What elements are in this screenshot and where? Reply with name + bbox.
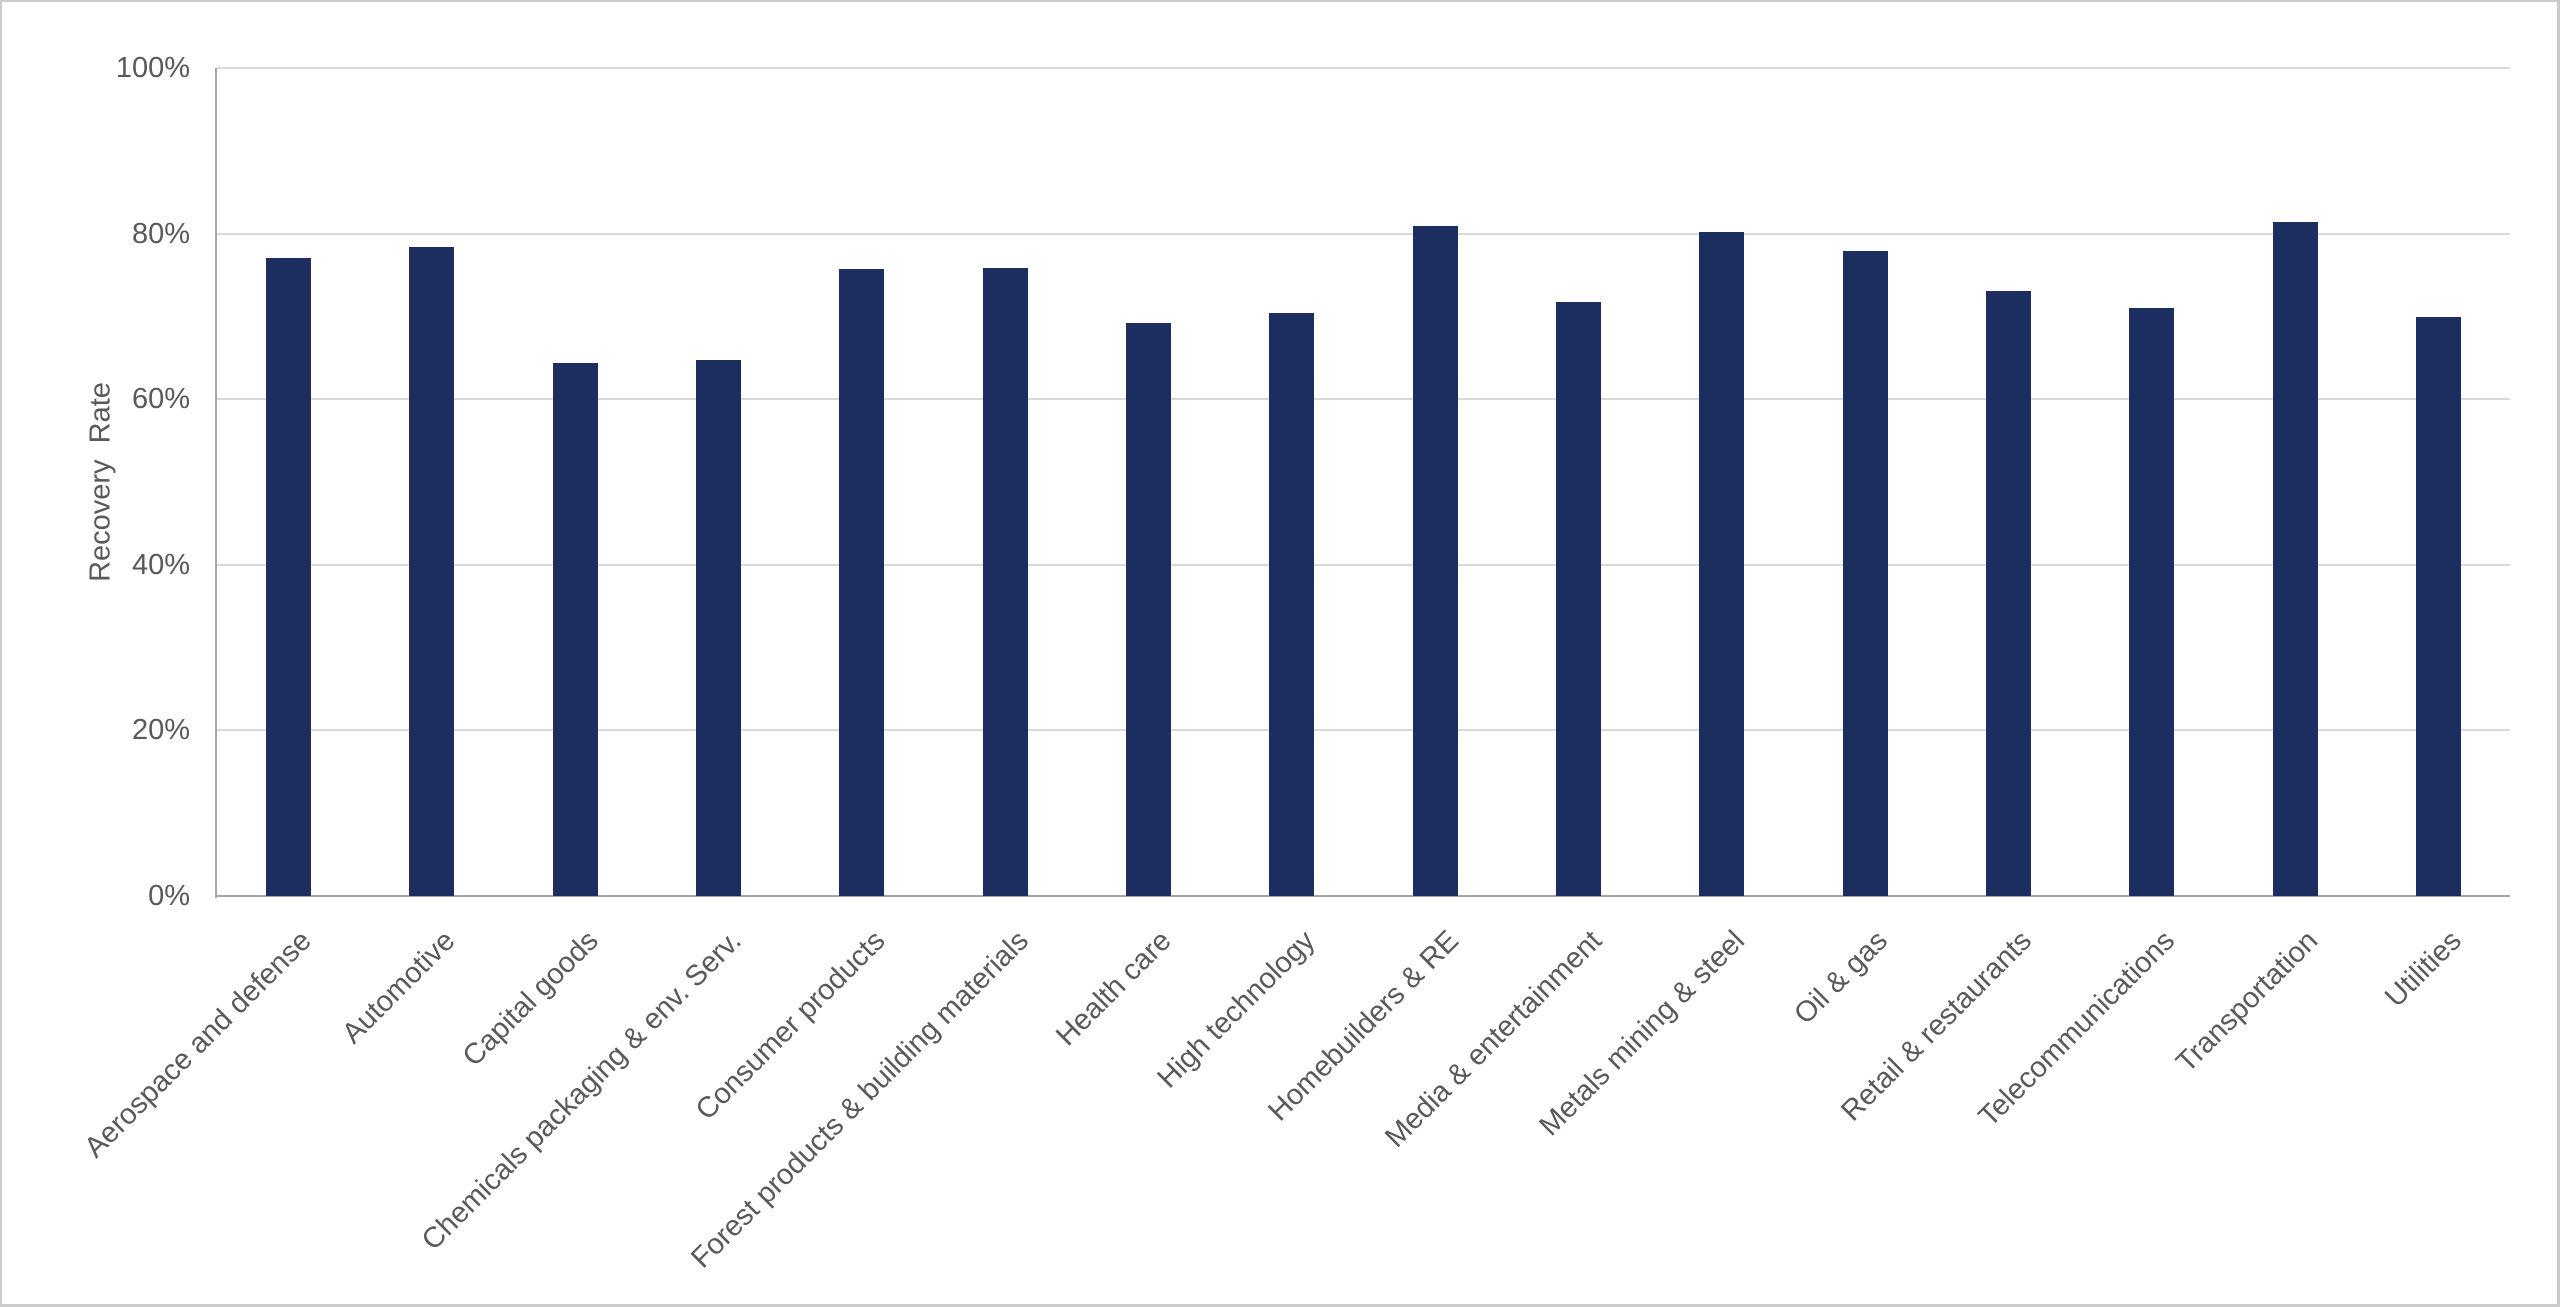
y-tick-label-40: 40% (131, 548, 190, 581)
bar-homebuilders-re (1412, 226, 1458, 896)
gridline-20 (217, 729, 2510, 732)
y-tick-label-80: 80% (131, 217, 190, 250)
bar-media-entertainment (1555, 302, 1601, 896)
gridline-80 (217, 232, 2510, 235)
category-label-health-care: Health care (1050, 924, 1178, 1053)
gridline-60 (217, 398, 2510, 401)
bar-retail-restaurants (1985, 290, 2031, 896)
bar-metals-mining-steel (1699, 231, 1745, 896)
category-label-transportation: Transportation (2170, 924, 2325, 1079)
bar-health-care (1126, 323, 1172, 896)
y-tick-label-60: 60% (131, 383, 190, 416)
category-label-capital-goods: Capital goods (456, 924, 605, 1073)
bar-telecommunications (2129, 308, 2175, 896)
y-tick-label-0: 0% (148, 880, 190, 912)
bar-automotive (409, 246, 455, 896)
gridline-100 (217, 67, 2510, 69)
x-axis-line (217, 895, 2510, 897)
bar-consumer-products (839, 269, 885, 896)
bar-transportation (2272, 222, 2318, 896)
gridline-40 (217, 563, 2510, 566)
bar-aerospace-and-defense (266, 257, 312, 896)
category-label-aerospace-and-defense: Aerospace and defense (78, 924, 318, 1164)
bar-oil-gas (1842, 250, 1888, 896)
y-axis-line (215, 68, 217, 898)
y-tick-label-20: 20% (131, 714, 190, 747)
y-tick-label-100: 100% (115, 52, 190, 84)
bar-high-technology (1269, 313, 1315, 896)
category-label-chemicals-packaging-env-serv: Chemicals packaging & env. Serv. (416, 924, 748, 1257)
category-label-automotive: Automotive (336, 924, 462, 1050)
category-label-oil-gas: Oil & gas (1788, 924, 1895, 1031)
bar-chemicals-packaging-env-serv (696, 360, 742, 896)
bar-capital-goods (552, 362, 598, 896)
category-label-utilities: Utilities (2378, 924, 2468, 1014)
bar-forest-products-building-materials (982, 267, 1028, 896)
bar-utilities (2415, 317, 2461, 896)
